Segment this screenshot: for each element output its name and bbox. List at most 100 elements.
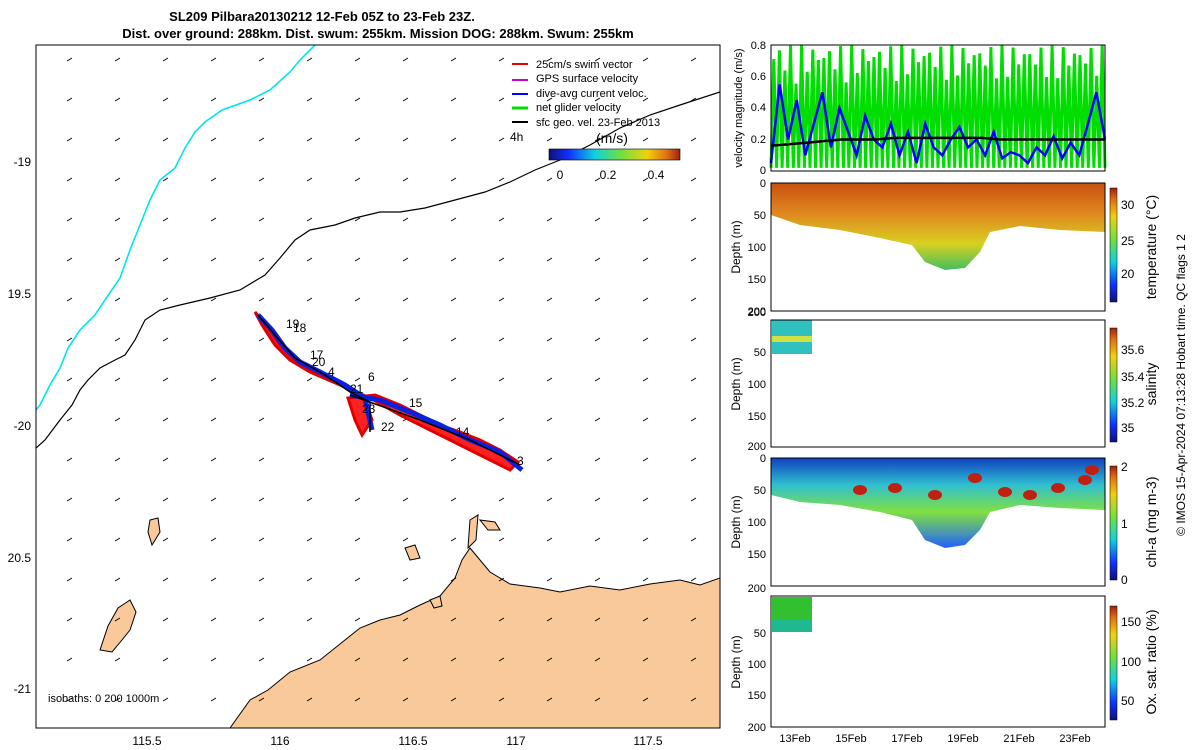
vector-arrow: [258, 617, 265, 622]
vector-arrow: [210, 177, 217, 182]
vector-arrow: [306, 457, 313, 462]
track-red: [253, 311, 521, 472]
salinity-y-tick: 100: [748, 379, 766, 391]
vector-arrow: [498, 497, 505, 502]
waypoint-label: 14: [456, 425, 470, 439]
salinity-y-tick: 150: [748, 411, 766, 423]
vector-arrow: [642, 577, 649, 582]
oxygen-colorbar: [1109, 605, 1118, 721]
waypoint-label: 20: [312, 355, 326, 369]
oxygen-cbar-tick: 100: [1121, 655, 1141, 669]
vector-arrow: [210, 257, 217, 262]
temperature-panel: 0 50 100 150 200 Depth (m) 30 25 20 temp…: [729, 178, 1159, 318]
vector-arrow: [306, 417, 313, 422]
velocity-y-tick: 0.2: [751, 134, 766, 146]
vector-arrow: [402, 657, 409, 662]
vector-arrow: [450, 257, 457, 262]
vector-arrow: [162, 457, 169, 462]
velocity-y-tick: 0.4: [751, 102, 766, 114]
salinity-cbar-tick: 35.6: [1121, 343, 1145, 357]
vector-arrow: [354, 577, 361, 582]
vector-arrow: [210, 137, 217, 142]
vector-arrow: [450, 97, 457, 102]
vector-arrow: [642, 537, 649, 542]
vector-arrow: [258, 377, 265, 382]
vector-arrow: [162, 337, 169, 342]
vector-arrow: [642, 457, 649, 462]
vector-arrow: [162, 97, 169, 102]
vector-arrow: [210, 577, 217, 582]
vector-arrow: [594, 217, 601, 222]
vector-arrow: [690, 57, 697, 62]
vector-arrow: [690, 617, 697, 622]
isobath-cyan: [36, 45, 316, 411]
vector-arrow: [114, 457, 121, 462]
time-tick: 17Feb: [891, 733, 922, 745]
chla-high-patch: [1085, 465, 1099, 475]
vector-arrow: [210, 217, 217, 222]
velocity-y-ticks: 0 0.2 0.4 0.6 0.8: [751, 40, 766, 177]
chla-red-patches: [853, 465, 1099, 500]
vector-arrow: [114, 497, 121, 502]
salinity-layer: [772, 336, 812, 342]
vector-arrow: [66, 657, 73, 662]
vector-arrow: [306, 217, 313, 222]
waypoint-labels: 19 18 17 20 4 6 21 15 23 22 14 3: [286, 317, 524, 468]
vector-arrow: [354, 537, 361, 542]
vector-arrow: [402, 217, 409, 222]
vector-arrow: [258, 137, 265, 142]
legend-item: net glider velocity: [536, 102, 621, 114]
vector-arrow: [354, 657, 361, 662]
vector-arrow: [498, 617, 505, 622]
salinity-y-label: Depth (m): [729, 357, 743, 410]
vector-arrow: [498, 537, 505, 542]
vector-arrow: [642, 217, 649, 222]
vector-arrow: [210, 497, 217, 502]
temperature-cbar-tick: 20: [1121, 267, 1135, 281]
oxygen-frame: [770, 595, 1106, 728]
vector-arrow: [450, 377, 457, 382]
chla-cbar-label: chl-a (mg m-3): [1143, 476, 1159, 567]
vector-arrow: [546, 537, 553, 542]
map-y-tick: 19.5: [8, 287, 32, 301]
vector-arrow: [114, 417, 121, 422]
vector-arrow: [450, 617, 457, 622]
vector-arrow: [546, 417, 553, 422]
temperature-colorbar: [1109, 187, 1118, 303]
temperature-cbar-tick: 30: [1121, 198, 1135, 212]
vector-arrow: [306, 497, 313, 502]
vector-arrow: [66, 177, 73, 182]
vector-arrow: [690, 297, 697, 302]
vector-arrow: [306, 697, 313, 702]
vector-arrow: [114, 217, 121, 222]
vector-arrow: [594, 97, 601, 102]
vector-arrow: [354, 137, 361, 142]
vector-arrow: [546, 377, 553, 382]
salinity-y-tick: 200: [748, 441, 766, 453]
vector-arrow: [306, 137, 313, 142]
velocity-y-label: velocity magnitude (m/s): [733, 48, 745, 167]
chla-y-tick: 100: [748, 517, 766, 529]
interval-label: 4h: [510, 130, 523, 144]
vector-field: [66, 57, 697, 702]
vector-arrow: [258, 657, 265, 662]
vector-arrow: [162, 497, 169, 502]
waypoint-label: 4: [328, 365, 335, 379]
vector-arrow: [546, 97, 553, 102]
vector-arrow: [546, 137, 553, 142]
vector-arrow: [114, 257, 121, 262]
map-x-tick: 115.5: [132, 734, 161, 748]
vector-arrow: [306, 337, 313, 342]
vector-arrow: [258, 497, 265, 502]
waypoint-label: 18: [293, 321, 307, 335]
vector-arrow: [450, 577, 457, 582]
speed-colorbar-ticks: 0 0.2 0.4: [557, 168, 665, 182]
vector-arrow: [594, 257, 601, 262]
vector-arrow: [402, 617, 409, 622]
chla-high-patch: [1023, 490, 1037, 500]
vector-arrow: [66, 617, 73, 622]
vector-arrow: [498, 577, 505, 582]
vector-arrow: [594, 577, 601, 582]
vector-arrow: [642, 257, 649, 262]
vector-arrow: [354, 457, 361, 462]
